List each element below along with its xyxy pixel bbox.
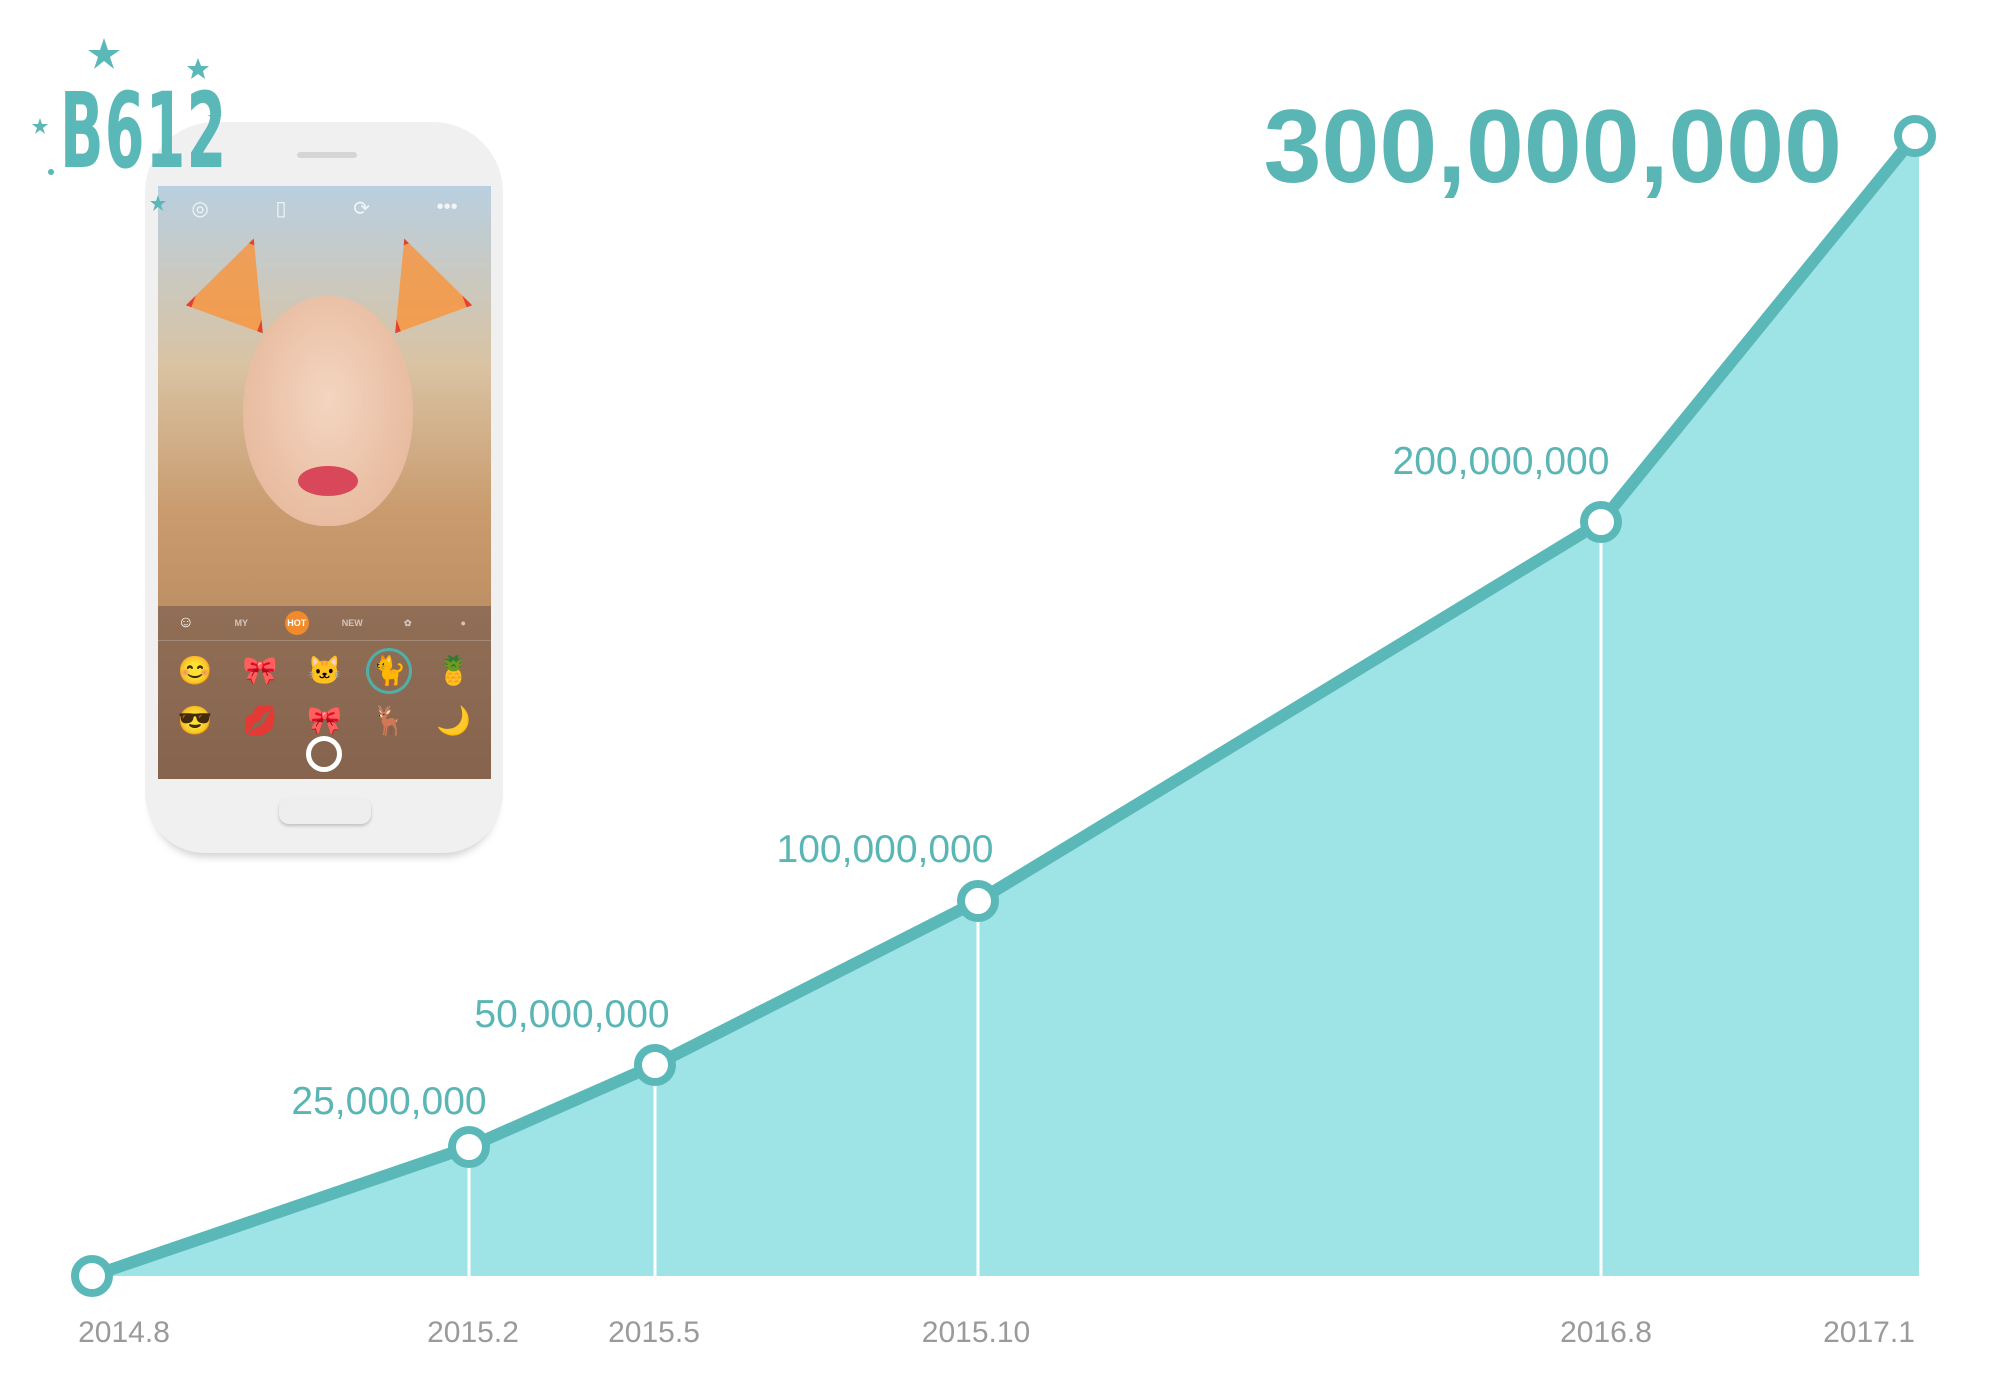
sticker-lips-icon[interactable]: 💋 xyxy=(242,705,278,736)
aspect-ratio-icon[interactable]: ▯ xyxy=(275,198,287,220)
x-tick-label: 2017.1 xyxy=(1823,1316,1915,1349)
tab-new[interactable]: NEW xyxy=(341,618,363,628)
area-fill xyxy=(92,136,1919,1276)
tab-hot[interactable]: HOT xyxy=(284,611,309,635)
phone-mockup: ◎ ▯ ⟳ ••• ☺ MY HOT NEW ✿ ● 😊 🎀 🐱 🐈 🍍 😎 💋 xyxy=(145,122,503,853)
x-tick-label: 2015.2 xyxy=(427,1316,519,1349)
data-point xyxy=(634,1044,676,1086)
sticker-icon[interactable]: 🎀 xyxy=(242,655,278,686)
sticker-face-swap-icon[interactable]: 😊 xyxy=(177,655,213,686)
phone-speaker xyxy=(297,152,357,158)
tab-my[interactable]: MY xyxy=(234,618,249,628)
x-tick-label: 2016.8 xyxy=(1560,1316,1652,1349)
home-button xyxy=(279,798,371,824)
data-point xyxy=(71,1255,113,1297)
shutter-button[interactable] xyxy=(306,736,342,772)
cat-ear-sticker-right xyxy=(366,225,472,334)
sticker-tabs: ☺ MY HOT NEW ✿ ● xyxy=(158,606,491,641)
gallery-icon[interactable]: ◎ xyxy=(191,198,209,220)
sticker-fruit-icon[interactable]: 🍍 xyxy=(436,655,472,686)
series-line xyxy=(90,132,1920,1282)
tab-category-icon[interactable]: ✿ xyxy=(403,617,412,628)
x-tick-label: 2015.5 xyxy=(608,1316,700,1349)
logo-text: B612 xyxy=(60,70,228,192)
data-point xyxy=(957,880,999,922)
x-tick-label: 2015.10 xyxy=(921,1316,1031,1349)
b612-logo: B612 xyxy=(30,30,230,220)
data-point xyxy=(1894,115,1936,157)
sticker-grid: 😊 🎀 🐱 🐈 🍍 😎 💋 🎀 🦌 🌙 xyxy=(158,641,491,751)
camera-toolbar: ◎ ▯ ⟳ ••• xyxy=(158,196,491,221)
sticker-off-icon[interactable]: ☺ xyxy=(177,614,194,631)
more-icon[interactable]: ••• xyxy=(436,196,458,218)
sticker-deer-icon[interactable]: 🦌 xyxy=(371,705,407,736)
x-tick-label: 2014.8 xyxy=(78,1316,170,1349)
sticker-icon[interactable]: 🐱 xyxy=(307,655,342,686)
data-label: 200,000,000 xyxy=(1392,440,1610,483)
total-label: 300,000,000 xyxy=(1263,89,1842,205)
sticker-icon[interactable]: 🎀 xyxy=(307,705,342,736)
data-label: 100,000,000 xyxy=(776,828,994,871)
sticker-icon[interactable]: 😎 xyxy=(177,705,213,736)
sticker-panel: ☺ MY HOT NEW ✿ ● 😊 🎀 🐱 🐈 🍍 😎 💋 🎀 🦌 🌙 xyxy=(158,606,491,779)
phone-screen: ◎ ▯ ⟳ ••• ☺ MY HOT NEW ✿ ● 😊 🎀 🐱 🐈 🍍 😎 💋 xyxy=(158,186,491,779)
cat-ear-sticker-left xyxy=(186,225,292,334)
switch-camera-icon[interactable]: ⟳ xyxy=(353,198,370,220)
data-label: 50,000,000 xyxy=(474,993,670,1036)
data-point xyxy=(448,1126,490,1168)
selfie-lips xyxy=(298,466,358,496)
sticker-cat-selected-icon[interactable]: 🐈 xyxy=(369,651,409,691)
sticker-icon[interactable]: 🌙 xyxy=(436,705,472,736)
data-point xyxy=(1580,501,1622,543)
data-label: 25,000,000 xyxy=(291,1080,487,1123)
tab-category-icon[interactable]: ● xyxy=(460,618,466,628)
star-icons xyxy=(32,38,222,211)
